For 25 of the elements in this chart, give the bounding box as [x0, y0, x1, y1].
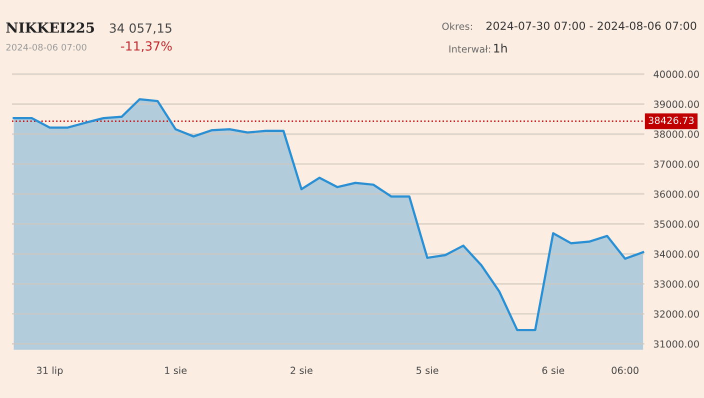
x-tick-label: 31 lip [36, 366, 63, 376]
y-tick-label: 39000.00 [654, 100, 699, 108]
ref-line-label: 38426.73 [648, 116, 694, 124]
text: Okres: [442, 22, 472, 30]
y-tick-label: 32000.00 [654, 310, 699, 318]
y-tick-label: 33000.00 [654, 280, 699, 288]
text: 34 057,15 [110, 23, 172, 34]
x-tick-label: 1 sie [165, 366, 187, 374]
text: 2024-07-30 07:00 - 2024-08-06 07:00 [486, 22, 696, 30]
y-tick-label: 37000.00 [654, 160, 699, 168]
x-tick-label: 6 sie [542, 366, 564, 374]
y-tick-label: 31000.00 [654, 340, 699, 348]
text: 1h [494, 44, 507, 53]
chart-subtitle: 2024-08-06 07:00 [6, 44, 86, 51]
text: Interwał: [449, 45, 490, 53]
x-tick-label: 5 sie [416, 366, 438, 374]
y-tick-label: 38000.00 [654, 130, 699, 138]
y-tick-label: 34000.00 [654, 250, 699, 258]
y-tick-label: 35000.00 [654, 220, 699, 228]
y-tick-label: 36000.00 [654, 190, 699, 198]
y-tick-label: 40000.00 [654, 70, 699, 78]
x-tick-label: 2 sie [290, 366, 312, 374]
chart-title: NIKKEI225 [6, 22, 94, 33]
text: -11,37% [120, 41, 172, 52]
x-tick-label: 06:00 [612, 366, 638, 374]
